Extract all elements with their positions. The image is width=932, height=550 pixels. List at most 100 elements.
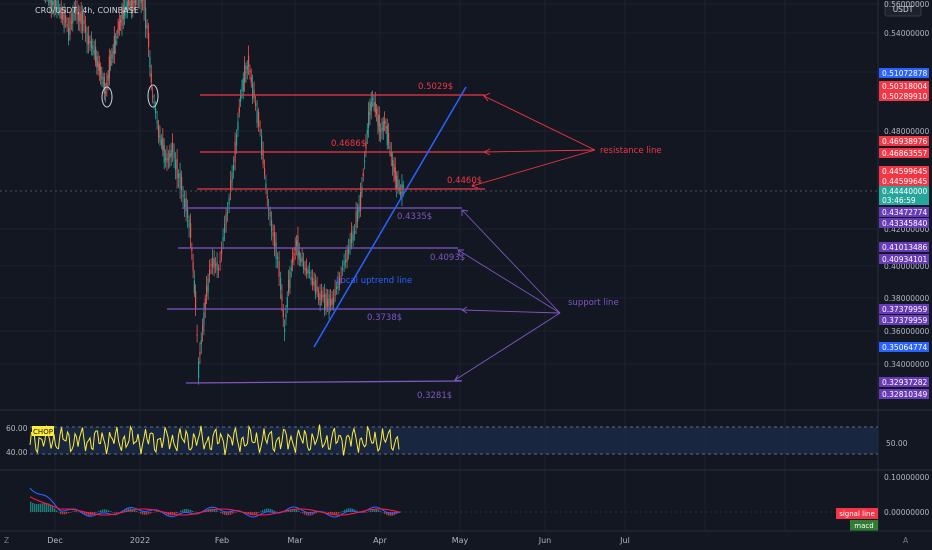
candle-body [172, 142, 174, 152]
candle-body [389, 146, 391, 149]
macd-hist-bar [106, 509, 108, 512]
resistance-lines[interactable] [197, 94, 485, 190]
candle-body [221, 248, 223, 254]
candle-body [209, 269, 211, 276]
macd-hist-bar [364, 512, 366, 513]
price-tag [879, 304, 929, 314]
candle-body [310, 276, 312, 281]
time-label: Apr [373, 536, 388, 545]
candle-body [105, 91, 107, 94]
candle-body [392, 160, 394, 166]
macd-hist-bar [70, 512, 72, 513]
trend-caption: Local uptrend line [336, 276, 412, 286]
candle-body [57, 7, 59, 9]
macd-tick-zero: 0.00000000 [884, 508, 930, 517]
candle-body [167, 158, 169, 160]
macd-hist-bar [274, 510, 276, 512]
macd-hist-bar [388, 512, 390, 516]
candle-body [98, 64, 100, 71]
macd-hist-bar [36, 503, 38, 512]
support-lines[interactable] [167, 207, 463, 384]
macd-hist-bar [98, 511, 100, 512]
candle-body [149, 56, 151, 68]
support-line-4[interactable] [185, 380, 463, 384]
price-tag [879, 136, 929, 146]
time-label: Dec [47, 536, 62, 545]
macd-hist-bar [76, 511, 78, 512]
candle-body [140, 0, 142, 4]
candle-body [165, 158, 167, 160]
macd-hist-bar [154, 511, 156, 513]
candle-body [253, 90, 255, 98]
candle-body [231, 172, 233, 183]
candle-body [307, 269, 309, 274]
candle-body [242, 78, 244, 91]
candle-body [113, 36, 115, 54]
macd-hist-bar [166, 512, 168, 515]
macd-hist-bar [288, 510, 290, 512]
macd-hist-bar [308, 512, 310, 516]
candlestick-series[interactable] [32, 0, 404, 385]
candle-body [393, 163, 395, 173]
price-tag-label: 0.43472774 [882, 208, 928, 217]
highlight-ellipse-1[interactable] [101, 86, 113, 108]
candle-body [150, 72, 152, 83]
macd-hist-bar [376, 509, 378, 512]
time-axis[interactable]: Dec 2022 Feb Mar Apr May Jun Jul [47, 536, 630, 545]
candle-body [212, 257, 214, 267]
candle-body [215, 263, 217, 266]
macd-hist-bar [184, 509, 186, 512]
candle-body [246, 66, 248, 70]
candle-body [362, 173, 364, 177]
candle-body [185, 198, 187, 212]
candle-body [111, 54, 113, 60]
macd-line[interactable] [29, 487, 401, 518]
uptrend-line[interactable] [313, 86, 467, 348]
macd-hist-bar [118, 512, 120, 513]
chop-line[interactable] [29, 424, 400, 456]
candle-body [152, 95, 154, 98]
candle-body [265, 183, 267, 189]
macd-hist-bar [150, 512, 152, 514]
candle-body [342, 268, 344, 270]
currency-button[interactable] [884, 1, 922, 17]
candle-body [264, 168, 266, 175]
candle-body [72, 12, 74, 24]
candle-body [118, 21, 120, 30]
candle-body [289, 271, 291, 289]
candle-body [385, 126, 387, 129]
symbol-title[interactable]: CRO/USDT, 4h, COINBASE [35, 6, 139, 15]
macd-hist-bar [224, 512, 226, 515]
candle-body [241, 89, 243, 92]
macd-hist-bar [258, 512, 260, 513]
candle-body [59, 10, 61, 14]
candle-body [160, 139, 162, 145]
candle-body [272, 232, 274, 237]
macd-hist-bar [256, 512, 258, 515]
macd-hist-bar [338, 512, 340, 514]
macd-hist-bar [100, 510, 102, 512]
candle-body [249, 70, 251, 73]
macd-hist-bar [342, 511, 344, 512]
candle-body [318, 291, 320, 300]
macd-hist-bar [124, 509, 126, 512]
candle-body [248, 55, 250, 67]
chop-badge-label: CHOP [33, 428, 53, 436]
zoom-left-button[interactable]: Z [4, 536, 9, 545]
auto-scale-button[interactable]: A [903, 536, 909, 545]
time-label: Mar [287, 536, 303, 545]
candle-body [324, 293, 326, 311]
candle-body [315, 279, 317, 295]
macd-hist-bar [144, 512, 146, 515]
candle-body [313, 281, 315, 287]
candle-body [259, 130, 261, 132]
currency-button-label: USDT [893, 5, 914, 14]
macd-hist-bar [354, 509, 356, 512]
price-tag-label: 0.51072878 [882, 69, 928, 78]
candle-body [240, 95, 242, 102]
highlight-ellipse-2[interactable] [147, 84, 159, 108]
candle-body [135, 0, 137, 5]
signal-line[interactable] [29, 496, 401, 516]
macd-hist-bar [44, 502, 46, 512]
